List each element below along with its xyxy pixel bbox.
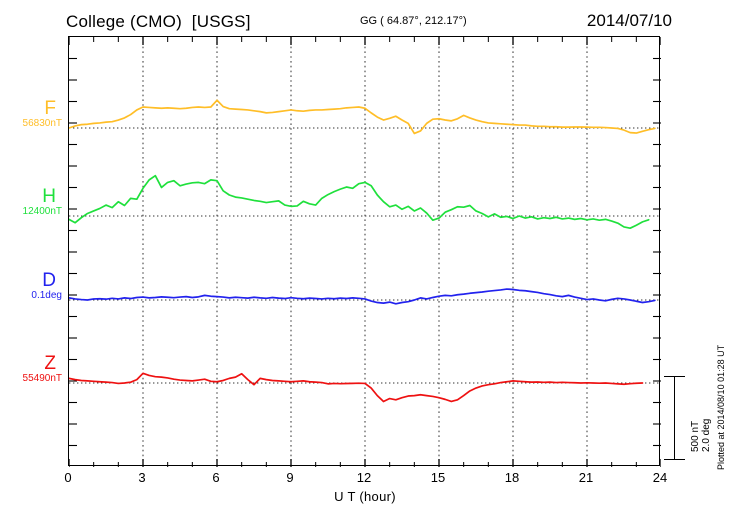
- station-title: College (CMO) [USGS]: [66, 12, 251, 31]
- trace-f: [69, 99, 656, 135]
- x-tick-label: 24: [652, 470, 668, 485]
- component-letter: F: [44, 98, 56, 119]
- component-baseline-value: 56830nT: [22, 118, 62, 129]
- scale-bar-nt-label: 500 nT: [690, 420, 701, 452]
- x-tick-label: 12: [356, 470, 372, 485]
- component-baseline-value: 0.1deg: [31, 290, 62, 301]
- plotted-at-timestamp: Plotted at 2014/08/10 01:28 UT: [716, 344, 726, 470]
- component-letter: H: [42, 186, 56, 207]
- observation-date: 2014/07/10: [586, 11, 672, 30]
- x-tick-label: 18: [504, 470, 520, 485]
- scale-bar-deg-label: 2.0 deg: [701, 418, 712, 452]
- component-letter: Z: [44, 353, 56, 374]
- plot-area: [68, 36, 661, 467]
- component-label-h: H 12400nT: [2, 187, 62, 218]
- component-label-z: Z 55490nT: [2, 354, 62, 385]
- x-axis-title: U T (hour): [334, 489, 396, 504]
- x-tick-label: 0: [64, 470, 72, 485]
- geographic-coordinates: GG ( 64.87°, 212.17°): [360, 15, 467, 27]
- component-label-d: D 0.1deg: [2, 271, 62, 302]
- x-tick-label: 15: [430, 470, 446, 485]
- x-tick-label: 3: [138, 470, 146, 485]
- component-label-f: F 56830nT: [2, 99, 62, 130]
- trace-h: [69, 174, 650, 230]
- x-tick-label: 6: [212, 470, 220, 485]
- trace-d: [69, 288, 656, 305]
- x-tick-label: 9: [286, 470, 294, 485]
- scale-bar: [664, 376, 686, 460]
- scale-bar-line: [674, 376, 676, 460]
- scale-bar-bottom-cap: [664, 458, 685, 460]
- trace-z: [69, 372, 644, 403]
- component-baseline-value: 55490nT: [22, 373, 62, 384]
- trace-canvas: [69, 37, 661, 467]
- component-baseline-value: 12400nT: [22, 206, 62, 217]
- component-letter: D: [42, 270, 56, 291]
- x-tick-label: 21: [578, 470, 594, 485]
